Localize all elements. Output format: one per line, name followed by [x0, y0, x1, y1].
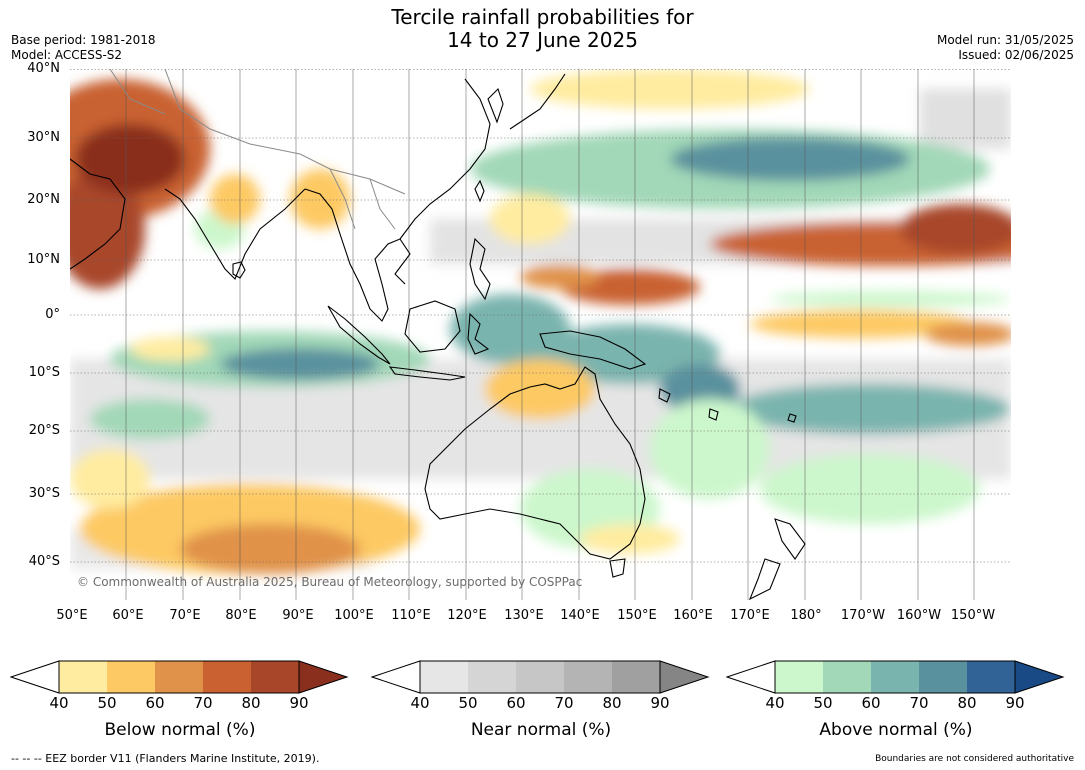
map-title-line-1: Tercile rainfall probabilities for	[391, 5, 694, 29]
lat-label: 0°	[45, 307, 60, 322]
colorbar-tick: 60	[506, 694, 526, 712]
colorbar-label-below-normal: Below normal (%)	[104, 720, 256, 740]
lon-label: 170°W	[840, 608, 886, 623]
base-period-label: Base period: 1981-2018	[11, 33, 156, 47]
colorbar-near-normal	[371, 660, 710, 694]
colorbar-tick: 90	[289, 694, 309, 712]
probability-shading	[70, 69, 1011, 574]
colorbar-tick: 40	[410, 694, 430, 712]
graticule	[70, 69, 1011, 563]
lon-label: 70°E	[169, 608, 201, 623]
colorbar-tick: 80	[602, 694, 622, 712]
colorbar-tick: 70	[554, 694, 574, 712]
model-run-label: Model run: 31/05/2025	[936, 33, 1074, 47]
lat-label: 30°N	[27, 130, 60, 145]
copyright-notice: © Commonwealth of Australia 2025, Bureau…	[77, 575, 582, 589]
lat-label: 30°S	[28, 486, 60, 501]
lon-label: 160°W	[896, 608, 942, 623]
lon-label: 130°E	[504, 608, 544, 623]
colorbar-swatch	[299, 661, 347, 693]
colorbar-tick: 50	[813, 694, 833, 712]
lat-label: 10°S	[28, 365, 60, 380]
eez-border-note: -- -- -- EEZ border V11 (Flanders Marine…	[11, 752, 320, 765]
colorbar-swatch	[516, 661, 564, 693]
colorbar-swatch	[420, 661, 468, 693]
coastlines	[70, 73, 806, 600]
colorbar-swatch	[107, 661, 155, 693]
colorbar-tick: 60	[145, 694, 165, 712]
lon-label: 80°E	[225, 608, 257, 623]
meridians	[125, 69, 975, 600]
colorbar-tick: 90	[1005, 694, 1025, 712]
colorbar-swatch	[155, 661, 203, 693]
colorbar-tick: 50	[458, 694, 478, 712]
lat-label: 20°S	[28, 423, 60, 438]
colorbar-below-normal	[10, 660, 349, 694]
colorbar-swatch	[823, 661, 871, 693]
lon-label: 150°E	[617, 608, 657, 623]
colorbar-label-near-normal: Near normal (%)	[470, 720, 612, 740]
country-borders	[109, 69, 406, 230]
colorbar-swatch	[660, 661, 708, 693]
colorbar-swatch	[871, 661, 919, 693]
lon-label: 180°	[790, 608, 822, 623]
lon-label: 140°E	[560, 608, 600, 623]
lon-label: 60°E	[112, 608, 144, 623]
lon-label: 110°E	[391, 608, 431, 623]
colorbar-swatch	[203, 661, 251, 693]
colorbar-swatch	[251, 661, 299, 693]
colorbar-tick: 70	[909, 694, 929, 712]
lon-label: 120°E	[447, 608, 487, 623]
colorbar-tick: 90	[650, 694, 670, 712]
lat-label: 40°N	[27, 61, 60, 76]
lon-label: 150°W	[950, 608, 996, 623]
lat-label: 10°N	[27, 252, 60, 267]
colorbar-swatch	[59, 661, 107, 693]
colorbar-above-normal	[726, 660, 1065, 694]
colorbar-swatch	[1015, 661, 1063, 693]
lat-label: 40°S	[28, 554, 60, 569]
lon-label: 160°E	[673, 608, 713, 623]
colorbar-swatch	[967, 661, 1015, 693]
colorbar-tick: 70	[193, 694, 213, 712]
lon-label: 50°E	[56, 608, 88, 623]
rainfall-probability-map: © Commonwealth of Australia 2025, Bureau…	[70, 69, 1011, 600]
colorbar-swatch	[612, 661, 660, 693]
colorbar-tick: 80	[957, 694, 977, 712]
colorbar-swatch	[775, 661, 823, 693]
boundaries-disclaimer: Boundaries are not considered authoritat…	[875, 754, 1074, 764]
lat-label: 20°N	[27, 192, 60, 207]
colorbar-tick: 80	[241, 694, 261, 712]
colorbar-tick: 40	[765, 694, 785, 712]
colorbar-label-above-normal: Above normal (%)	[819, 720, 973, 740]
issued-label: Issued: 02/06/2025	[958, 48, 1074, 62]
colorbar-tick: 60	[861, 694, 881, 712]
map-title-line-2: 14 to 27 June 2025	[447, 28, 638, 52]
lon-label: 100°E	[334, 608, 374, 623]
model-label: Model: ACCESS-S2	[11, 48, 123, 62]
colorbar-swatch	[564, 661, 612, 693]
colorbar-swatch	[468, 661, 516, 693]
lon-label: 90°E	[282, 608, 314, 623]
lon-label: 170°E	[730, 608, 770, 623]
colorbar-tick: 40	[49, 694, 69, 712]
colorbar-tick: 50	[97, 694, 117, 712]
colorbar-swatch	[919, 661, 967, 693]
